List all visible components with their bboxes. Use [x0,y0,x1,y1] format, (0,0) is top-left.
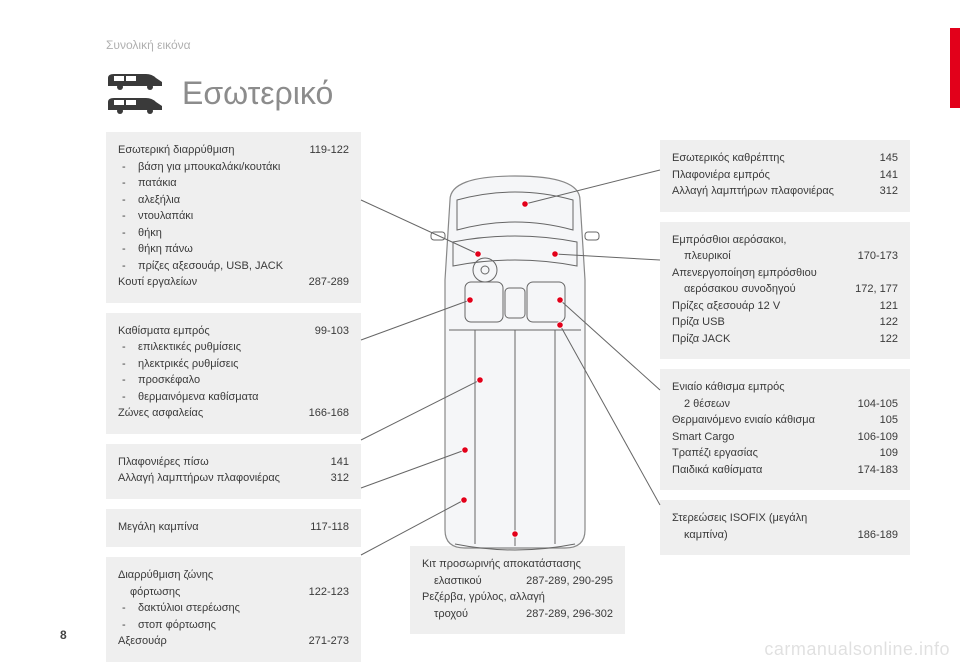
info-box: Διαρρύθμιση ζώνης φόρτωσης 122-123 δακτύλ… [106,557,361,662]
bullet-item: θήκη [118,225,349,242]
info-box: Πλαφονιέρες πίσω 141 Αλλαγή λαμπτήρων πλα… [106,444,361,499]
info-box: Εμπρόσθιοι αερόσακοι, πλευρικοί 170-173 Α… [660,222,910,360]
item-label: Παιδικά καθίσματα [672,462,762,479]
bullet-item: ντουλαπάκι [118,208,349,225]
page-ref: 166-168 [309,405,349,422]
item-label-cont: 2 θέσεων [672,396,730,413]
page-ref: 312 [880,183,898,200]
item-label: Ρεζέρβα, γρύλος, αλλαγή [422,591,545,603]
page-ref: 145 [880,150,898,167]
page-ref: 99-103 [315,323,349,340]
item-label: Πλαφονιέρα εμπρός [672,167,770,184]
bullet-item: ηλεκτρικές ρυθμίσεις [118,356,349,373]
page-ref: 287-289, 296-302 [526,606,613,623]
item-label: Εμπρόσθιοι αερόσακοι, [672,234,786,246]
page-ref: 312 [331,470,349,487]
item-label: Αλλαγή λαμπτήρων πλαφονιέρας [118,470,280,487]
page-ref: 141 [331,454,349,471]
page-ref: 119-122 [309,142,349,159]
item-label: Διαρρύθμιση ζώνης [118,569,213,581]
bullet-item: πρίζες αξεσουάρ, USB, JACK [118,258,349,275]
bullet-item: πατάκια [118,175,349,192]
item-label: Πρίζες αξεσουάρ 12 V [672,298,780,315]
page-ref: 109 [880,445,898,462]
bullet-item: στοπ φόρτωσης [118,617,349,634]
page-ref: 141 [880,167,898,184]
info-box: Στερεώσεις ISOFIX (μεγάλη καμπίνα) 186-18… [660,500,910,555]
manual-page: Συνολική εικόνα Εσωτερικό Εσωτερική διαρ… [0,0,960,666]
item-label-cont: καμπίνα) [672,527,728,544]
item-label: Εσωτερικός καθρέπτης [672,150,785,167]
item-label: Ζώνες ασφαλείας [118,405,203,422]
item-label: Πρίζα JACK [672,331,730,348]
page-ref: 170-173 [858,248,898,265]
page-ref: 122 [880,314,898,331]
van-icon [106,70,164,92]
van-icons [106,70,164,116]
item-label: Εσωτερική διαρρύθμιση [118,142,234,159]
bullet-item: θερμαινόμενα καθίσματα [118,389,349,406]
item-label: Πρίζα USB [672,314,725,331]
vehicle-diagram [425,170,605,560]
page-ref: 271-273 [309,633,349,650]
item-label: Καθίσματα εμπρός [118,323,210,340]
item-label: Αλλαγή λαμπτήρων πλαφονιέρας [672,183,834,200]
van-icon [106,94,164,116]
item-label: Κουτί εργαλείων [118,274,197,291]
page-ref: 172, 177 [855,281,898,298]
red-edge-tab [950,28,960,108]
bullet-item: δακτύλιοι στερέωσης [118,600,349,617]
item-label-cont: φόρτωσης [118,584,180,601]
info-box: Μεγάλη καμπίνα 117-118 [106,509,361,548]
page-ref: 121 [880,298,898,315]
item-label-cont: τροχού [422,606,468,623]
page-ref: 105 [880,412,898,429]
item-label-cont: αερόσακου συνοδηγού [672,281,796,298]
page-ref: 122-123 [309,584,349,601]
bottom-center-box: Κιτ προσωρινής αποκατάστασης ελαστικού28… [410,546,625,644]
watermark: carmanualsonline.info [764,639,950,660]
item-label: Στερεώσεις ISOFIX (μεγάλη [672,512,807,524]
item-label: Ενιαίο κάθισμα εμπρός [672,381,785,393]
info-box: Καθίσματα εμπρός 99-103 επιλεκτικές ρυθμί… [106,313,361,434]
page-ref: 287-289, 290-295 [526,573,613,590]
item-label: Απενεργοποίηση εμπρόσθιου [672,267,817,279]
page-number: 8 [60,628,67,642]
info-box: Εσωτερική διαρρύθμιση 119-122 βάση για μπ… [106,132,361,303]
page-ref: 104-105 [858,396,898,413]
right-column: Εσωτερικός καθρέπτης 145 Πλαφονιέρα εμπρό… [660,140,910,565]
title-row: Εσωτερικό [106,70,333,116]
page-ref: 186-189 [858,527,898,544]
item-label: Τραπέζι εργασίας [672,445,758,462]
section-header: Συνολική εικόνα [106,38,191,52]
item-label: Θερμαινόμενο ενιαίο κάθισμα [672,412,815,429]
page-ref: 122 [880,331,898,348]
page-ref: 106-109 [858,429,898,446]
bullet-item: αλεξήλια [118,192,349,209]
page-title: Εσωτερικό [182,75,333,112]
bullet-item: βάση για μπουκαλάκι/κουτάκι [118,159,349,176]
page-ref: 174-183 [858,462,898,479]
bullet-item: προσκέφαλο [118,372,349,389]
bullet-item: επιλεκτικές ρυθμίσεις [118,339,349,356]
item-label: Αξεσουάρ [118,633,167,650]
info-box: Εσωτερικός καθρέπτης 145 Πλαφονιέρα εμπρό… [660,140,910,212]
item-label: Smart Cargo [672,429,734,446]
item-label-cont: ελαστικού [422,573,482,590]
bullet-item: θήκη πάνω [118,241,349,258]
page-ref: 287-289 [309,274,349,291]
item-label: Πλαφονιέρες πίσω [118,454,209,471]
item-label: Μεγάλη καμπίνα [118,519,199,536]
left-column: Εσωτερική διαρρύθμιση 119-122 βάση για μπ… [106,132,361,666]
info-box: Ενιαίο κάθισμα εμπρός 2 θέσεων 104-105 Θε… [660,369,910,490]
page-ref: 117-118 [310,519,349,536]
item-label-cont: πλευρικοί [672,248,731,265]
